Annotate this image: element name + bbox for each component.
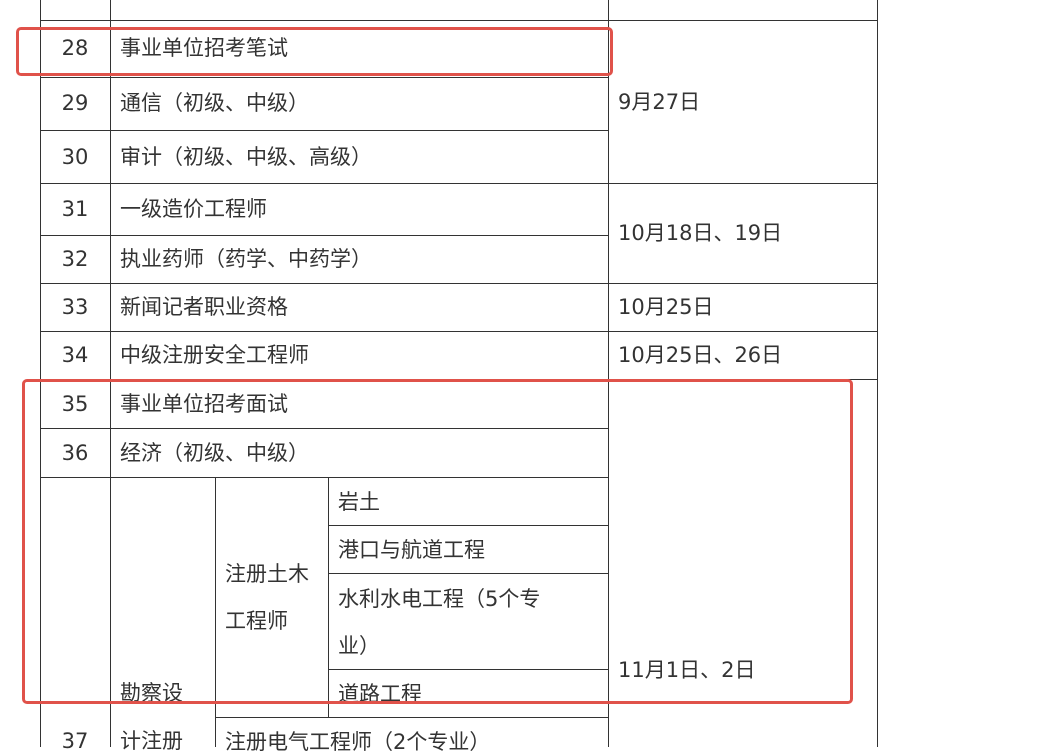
row-number: 32 [61, 247, 89, 271]
row-number: 37 [61, 729, 89, 753]
exam-name: 审计（初级、中级、高级） [120, 145, 372, 169]
specialty: 水利水电工程（5个专 [338, 587, 541, 611]
row-number: 36 [61, 441, 89, 465]
table-line [40, 183, 878, 184]
specialty: 岩土 [338, 490, 380, 514]
exam-date: 10月18日、19日 [618, 221, 783, 245]
row-number: 35 [61, 392, 89, 416]
exam-name: 一级造价工程师 [120, 197, 267, 221]
subcategory: 注册土木 [225, 562, 309, 586]
row-number: 30 [61, 145, 89, 169]
table-line [328, 477, 329, 717]
exam-name: 执业药师（药学、中药学） [120, 247, 372, 271]
table-line [608, 0, 609, 747]
table-line [215, 477, 216, 747]
subcategory: 注册电气工程师（2个专业） [225, 730, 491, 754]
exam-date: 10月25日 [618, 295, 714, 319]
subcategory: 工程师 [225, 609, 288, 633]
exam-name: 中级注册安全工程师 [120, 343, 309, 367]
highlight-box [22, 379, 853, 704]
table-line [328, 669, 608, 670]
row-number: 34 [61, 343, 89, 367]
table-line [40, 77, 608, 78]
table-line [877, 0, 878, 747]
table-line [40, 428, 608, 429]
table-line [215, 717, 608, 718]
table-line [110, 0, 111, 747]
row-number: 33 [61, 295, 89, 319]
table-line [40, 331, 878, 332]
table-line [40, 235, 608, 236]
exam-name: 新闻记者职业资格 [120, 295, 288, 319]
exam-name: 通信（初级、中级） [120, 91, 309, 115]
table-line [40, 20, 878, 21]
table-line [40, 130, 608, 131]
table-line [40, 477, 608, 478]
exam-name: 经济（初级、中级） [120, 441, 309, 465]
exam-name: 事业单位招考面试 [120, 392, 288, 416]
table-line [328, 525, 608, 526]
exam-date: 9月27日 [618, 90, 701, 114]
table-line [40, 283, 878, 284]
specialty: 业） [338, 634, 380, 658]
exam-name: 计注册 [120, 729, 183, 753]
table-line [328, 573, 608, 574]
row-number: 29 [61, 91, 89, 115]
exam-name: 事业单位招考笔试 [120, 36, 288, 60]
table-line [40, 0, 41, 747]
row-number: 31 [61, 197, 89, 221]
exam-date: 11月1日、2日 [618, 658, 756, 682]
row-number: 28 [61, 36, 89, 60]
exam-date: 10月25日、26日 [618, 343, 783, 367]
highlight-box [16, 27, 613, 76]
specialty: 港口与航道工程 [338, 538, 485, 562]
